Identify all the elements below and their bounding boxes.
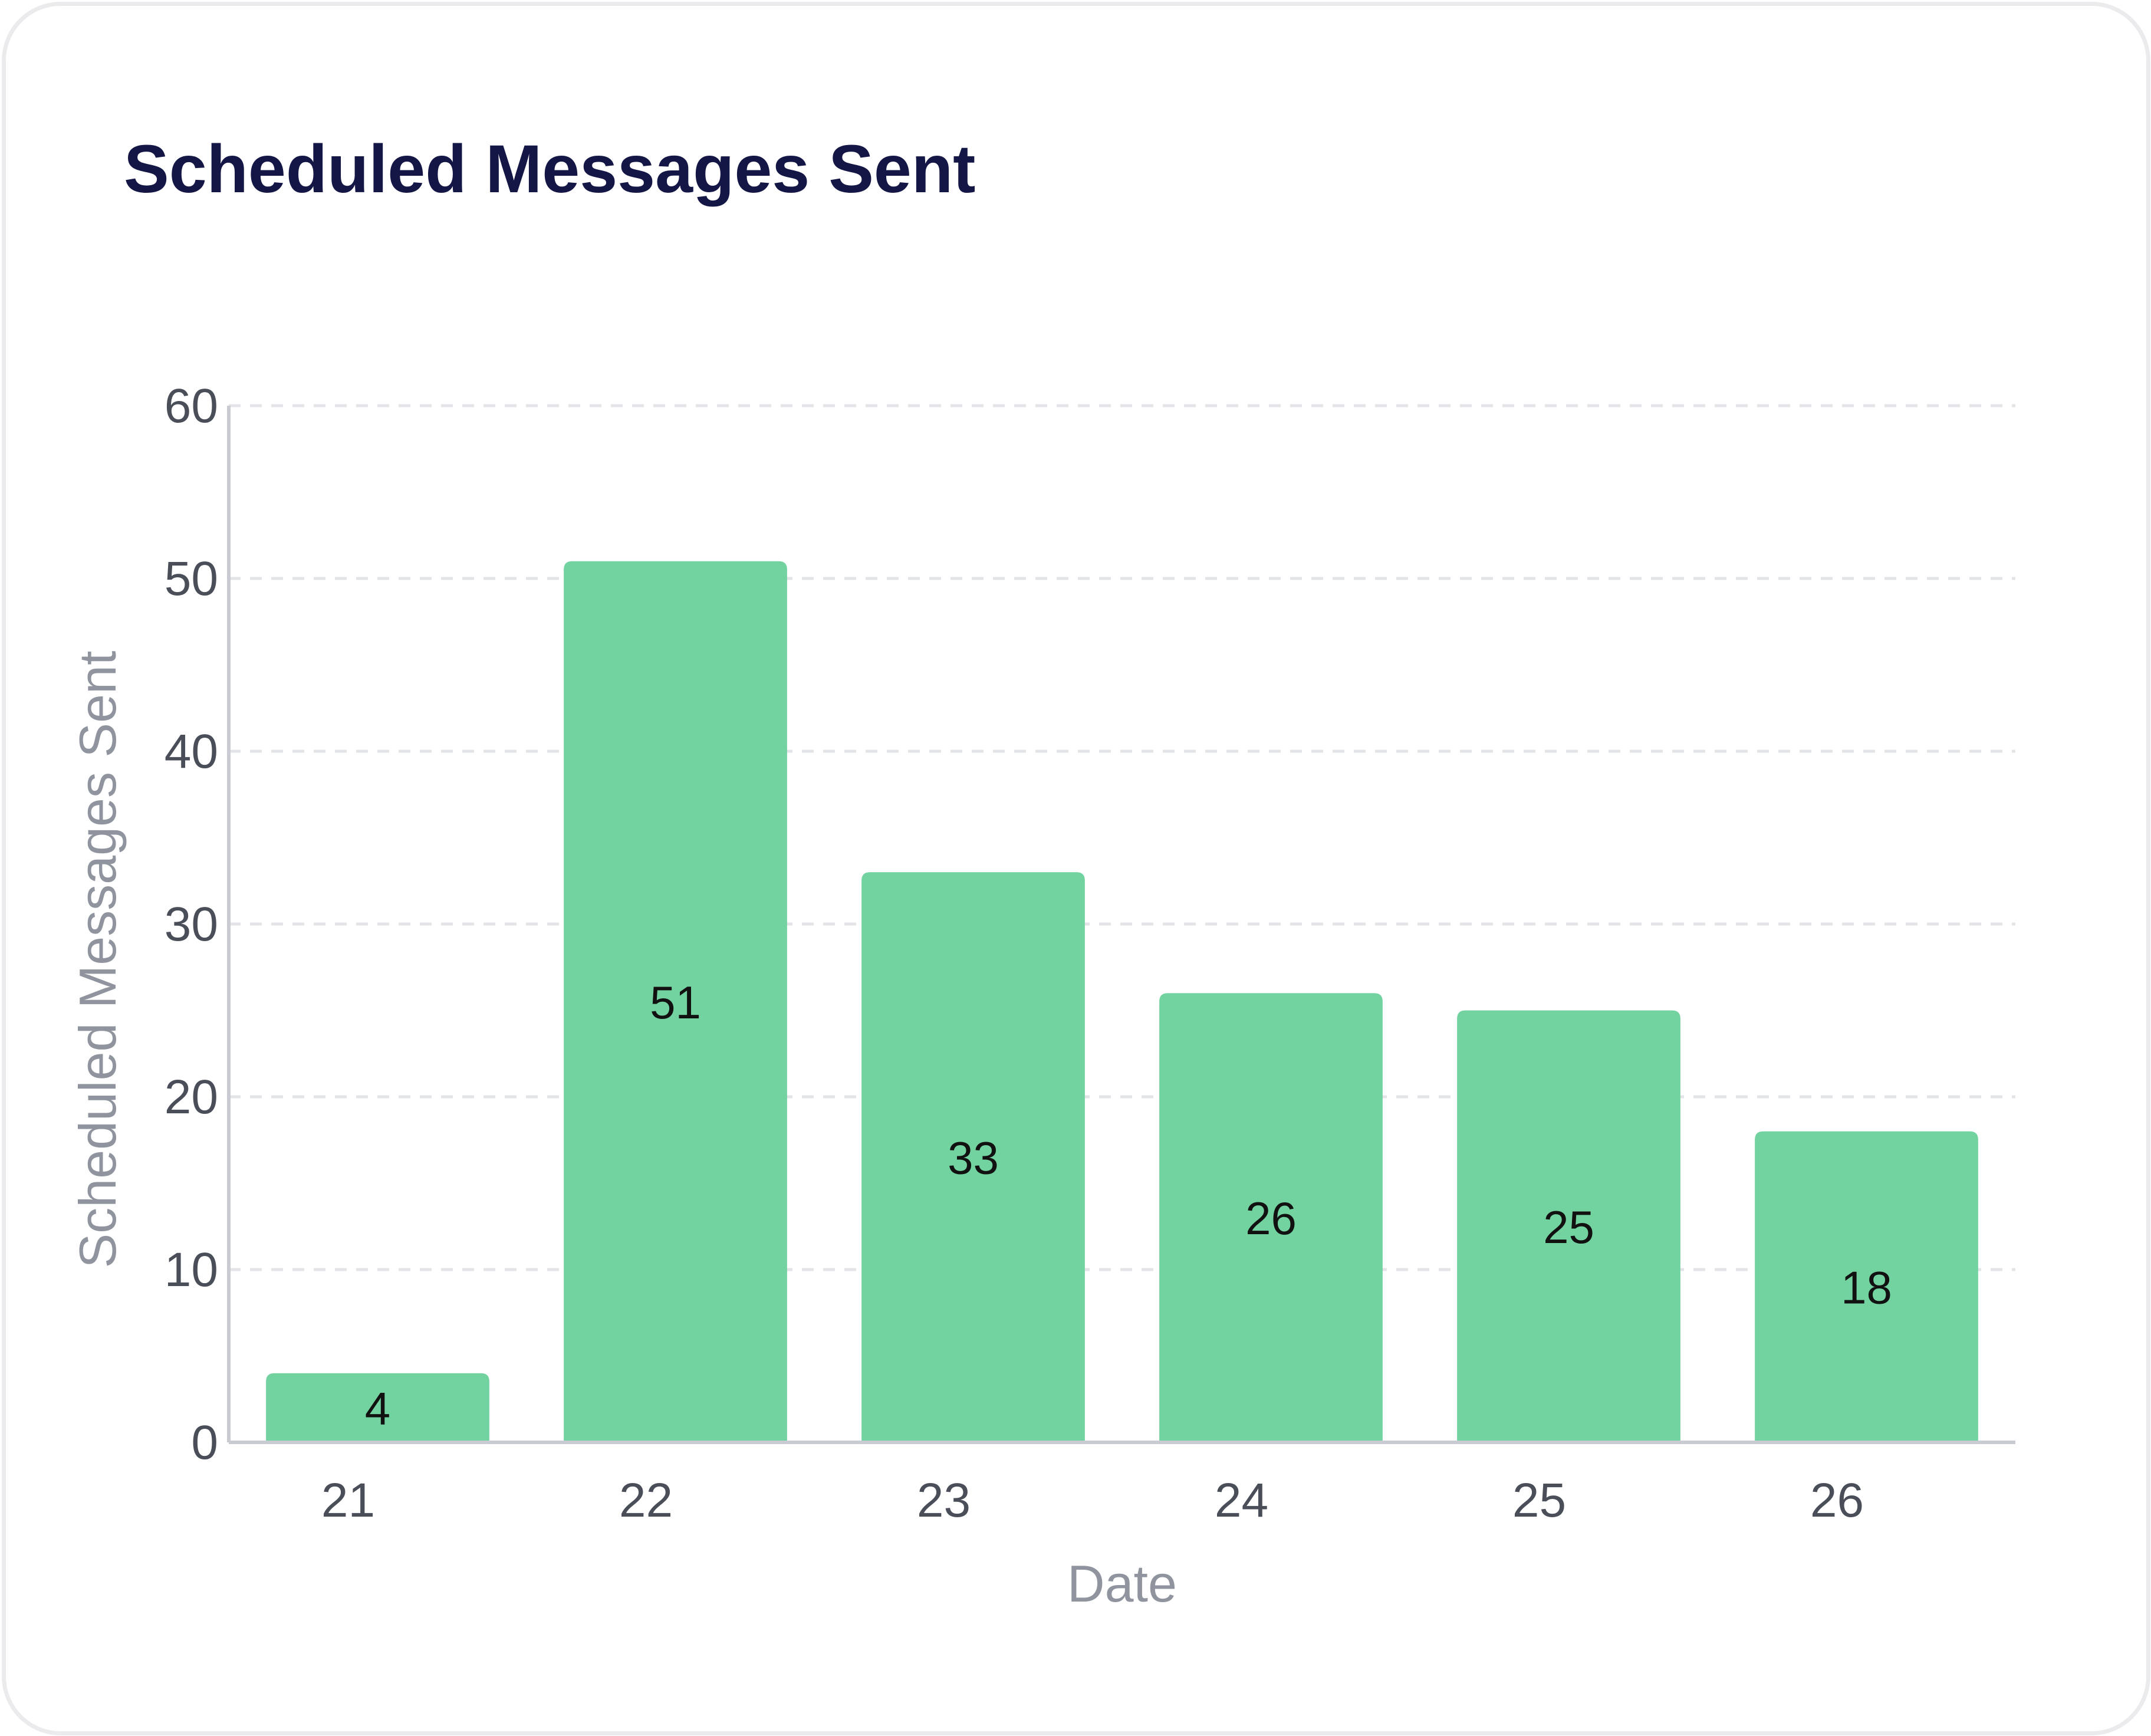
labels: 0 10 20 30 40 50 60 4 21 51 22 33 23 26 24 25 25 18 26 Date… (68, 379, 1892, 1613)
x-tick-label: 22 (619, 1474, 673, 1527)
bar-data-label: 33 (948, 1132, 999, 1184)
y-tick-label: 20 (165, 1070, 218, 1124)
x-tick-label: 21 (321, 1474, 375, 1527)
x-tick-label: 23 (917, 1474, 971, 1527)
bar-24 (1159, 993, 1383, 1442)
bar-data-label: 18 (1841, 1261, 1892, 1313)
bars (266, 561, 1978, 1443)
x-tick-label: 26 (1810, 1474, 1864, 1527)
x-tick-label: 24 (1215, 1474, 1268, 1527)
y-tick-label: 50 (165, 552, 218, 606)
x-tick-label: 25 (1512, 1474, 1566, 1527)
bar-23 (861, 872, 1085, 1442)
y-tick-label: 40 (165, 725, 218, 778)
y-tick-label: 10 (165, 1243, 218, 1297)
y-axis-title: Scheduled Messages Sent (68, 651, 127, 1268)
bar-26 (1755, 1131, 1978, 1442)
y-tick-label: 30 (165, 897, 218, 951)
y-tick-label: 60 (165, 379, 218, 433)
bar-data-label: 26 (1245, 1192, 1297, 1244)
chart-title: Scheduled Messages Sent (124, 131, 976, 207)
bar-21 (266, 1373, 489, 1442)
axes (227, 406, 2015, 1444)
bar-data-label: 51 (650, 976, 701, 1028)
y-tick-label: 0 (191, 1416, 218, 1469)
bar-22 (564, 561, 787, 1443)
bar-25 (1457, 1010, 1680, 1442)
x-axis-title: Date (1067, 1554, 1177, 1613)
bar-data-label: 25 (1543, 1201, 1594, 1253)
gridlines (229, 404, 2015, 1271)
bar-data-label: 4 (365, 1382, 390, 1434)
